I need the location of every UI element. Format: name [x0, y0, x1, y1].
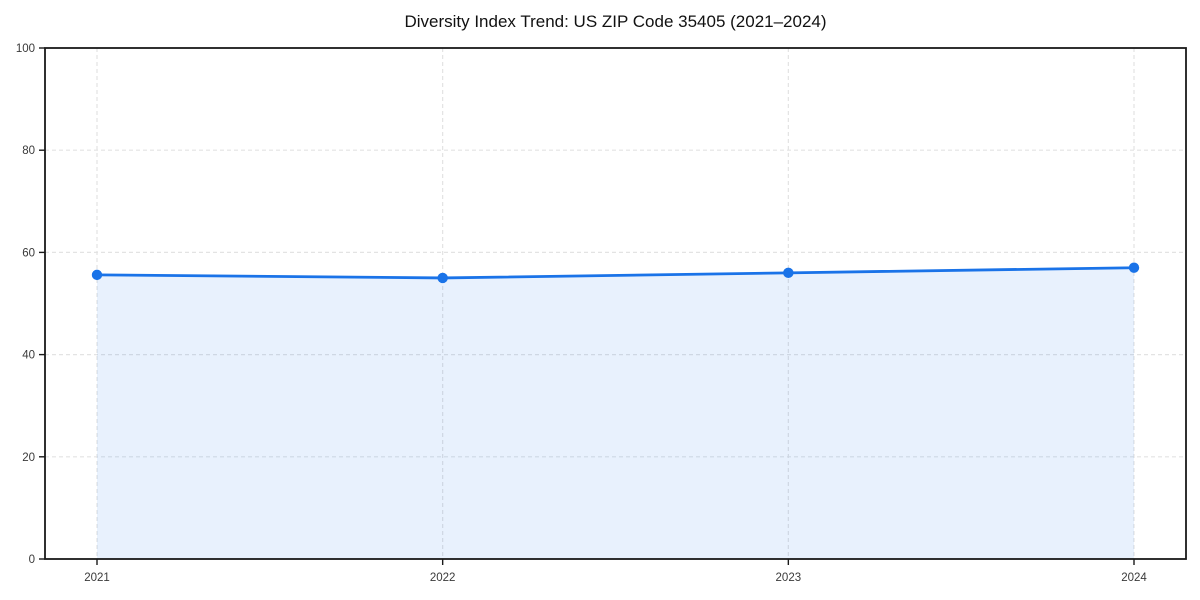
x-tick-label: 2021 — [84, 572, 110, 584]
data-point-2024 — [1128, 262, 1140, 273]
data-point-2022 — [437, 272, 448, 284]
chart-title: Diversity Index Trend: US ZIP Code 35405… — [404, 12, 826, 31]
y-tick-label: 0 — [29, 554, 35, 566]
y-tick-label: 80 — [22, 145, 35, 157]
plot-border — [44, 47, 1187, 560]
data-point-2021 — [91, 269, 103, 281]
y-tick-label: 100 — [16, 43, 35, 55]
area-fill — [97, 267, 1134, 559]
y-tick-label: 20 — [22, 452, 35, 464]
y-tick-label: 60 — [22, 247, 35, 259]
x-tick-label: 2023 — [776, 572, 802, 584]
data-point-2023 — [783, 267, 794, 279]
x-tick-label: 2022 — [430, 572, 456, 584]
x-tick-label: 2024 — [1121, 572, 1147, 584]
y-tick-label: 40 — [22, 350, 35, 362]
trend-line — [95, 266, 1136, 280]
